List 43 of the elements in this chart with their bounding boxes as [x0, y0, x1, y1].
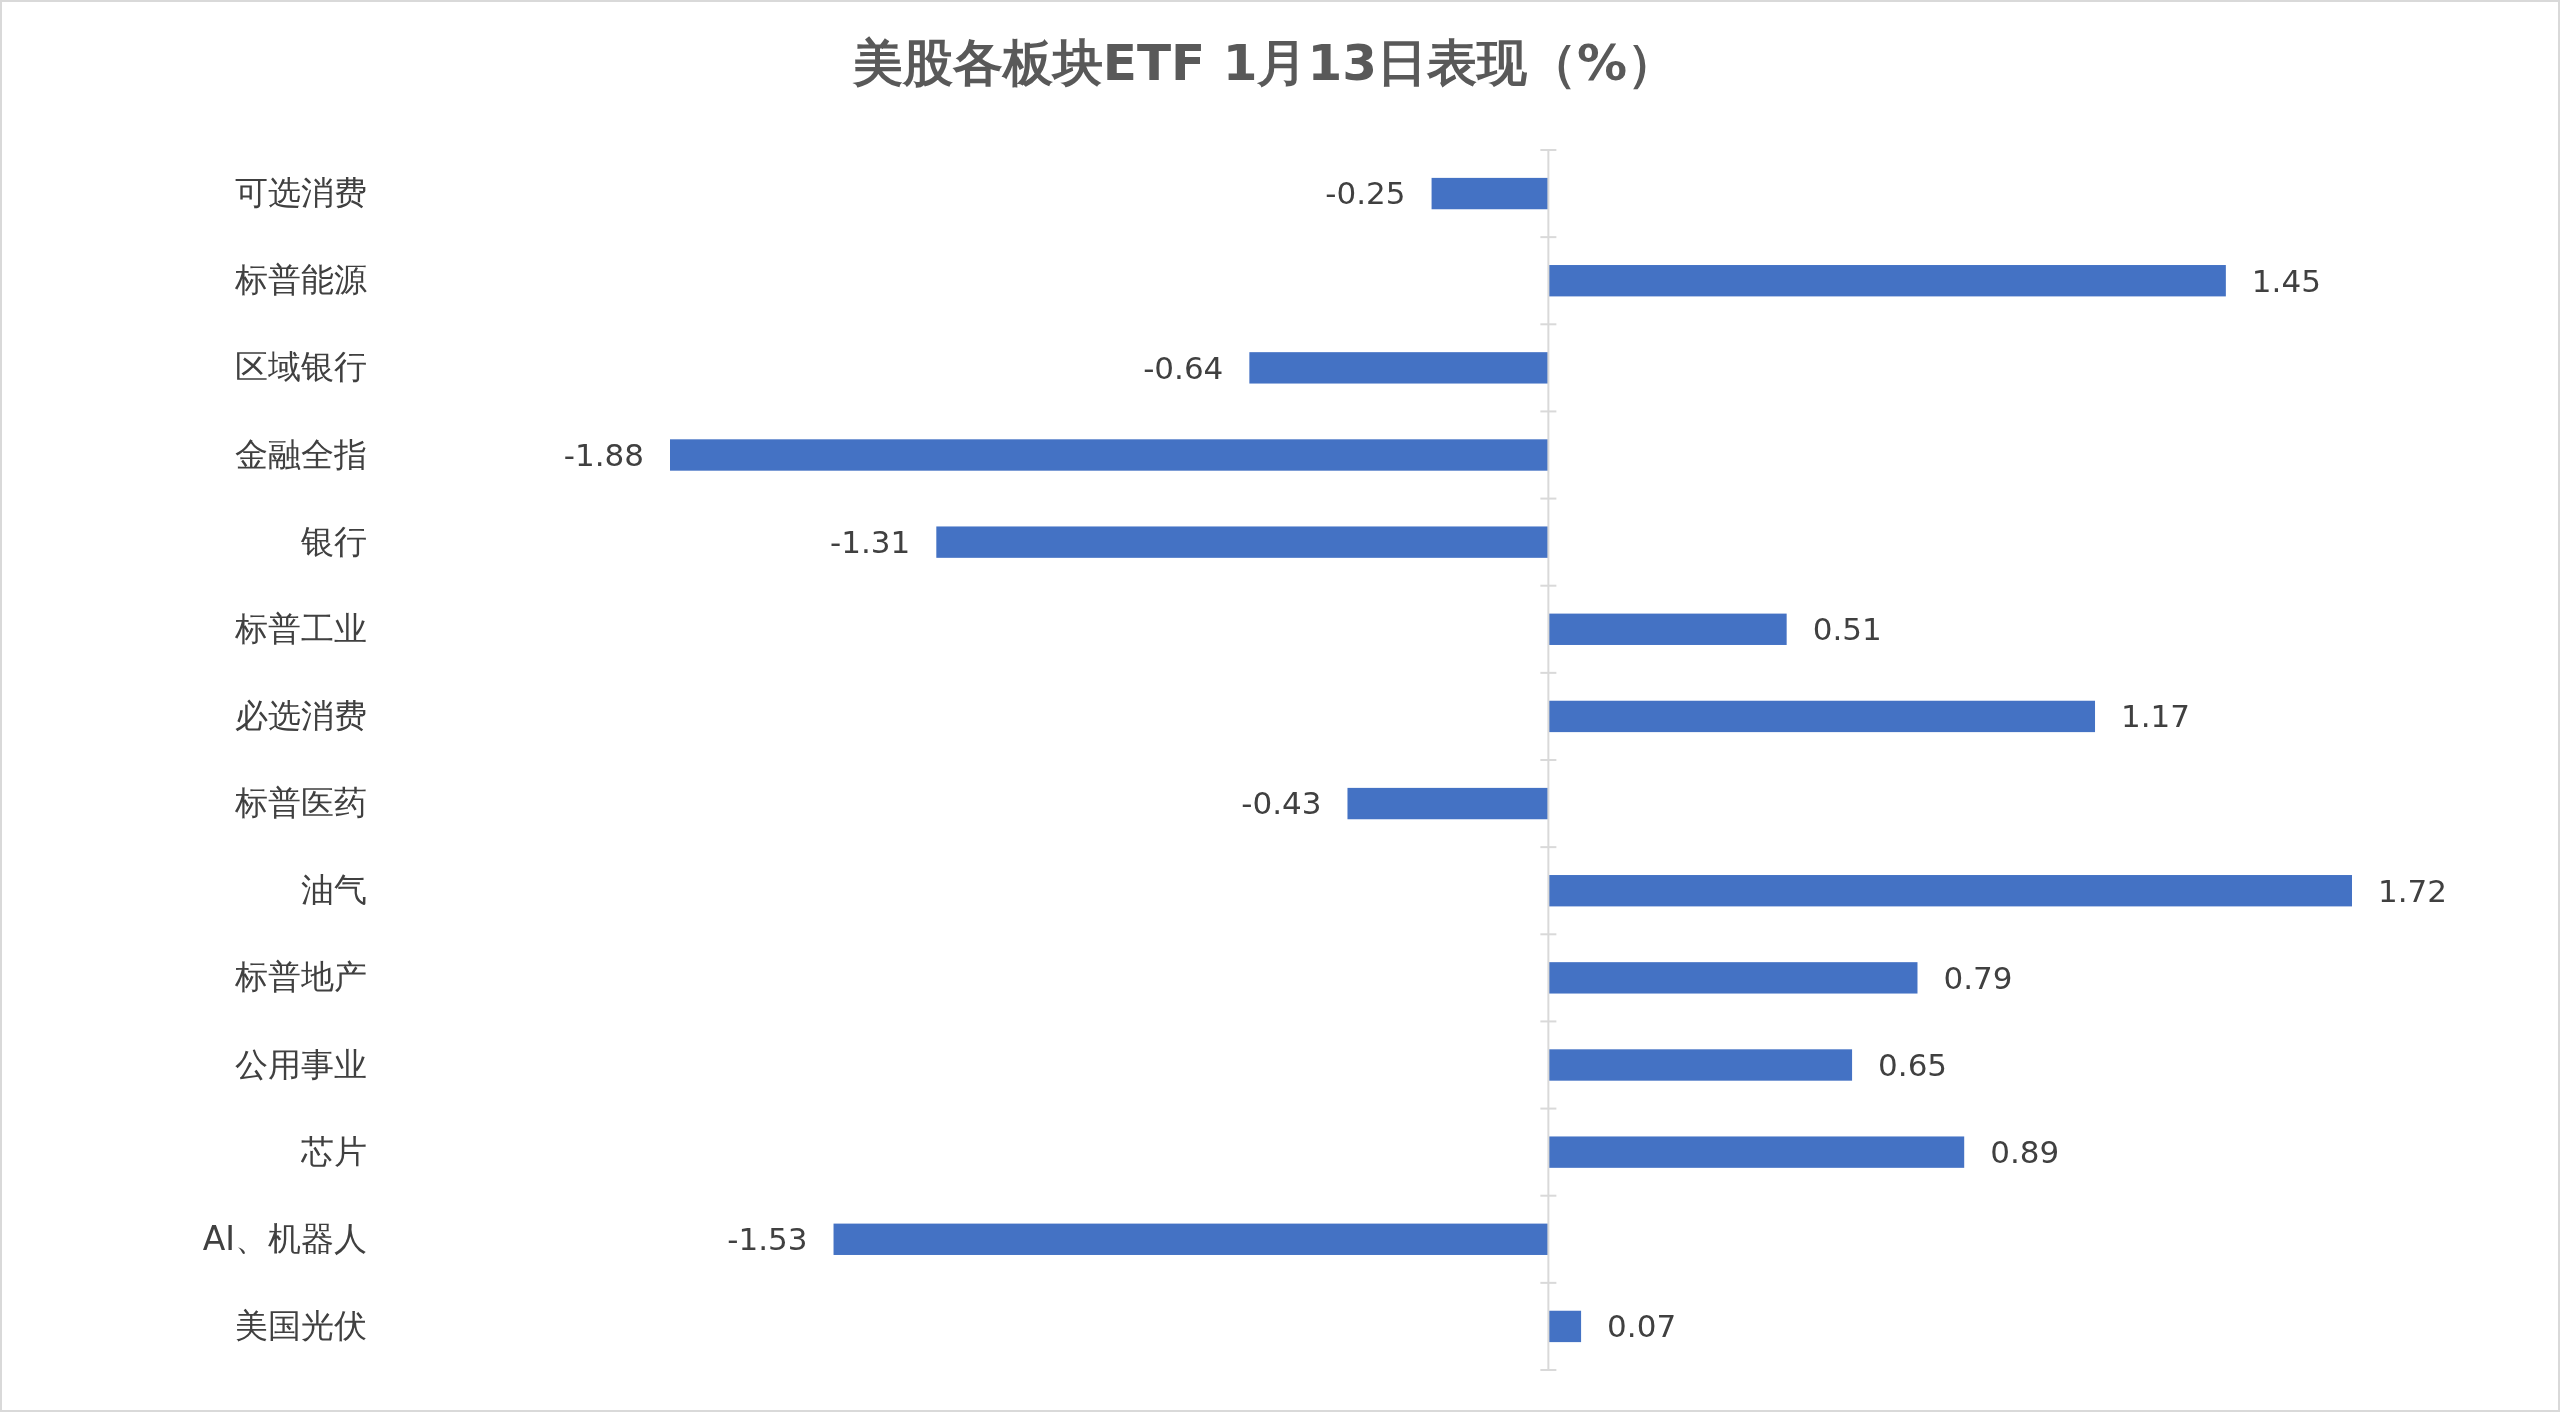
bar [936, 526, 1549, 558]
data-label: 0.65 [1878, 1046, 1948, 1083]
y-tick-label: 区域银行 [235, 347, 367, 387]
data-label: 0.89 [1990, 1133, 2060, 1170]
data-label: -0.43 [1241, 785, 1322, 822]
data-label: -0.25 [1325, 175, 1406, 212]
y-tick-label: 标普工业 [234, 608, 367, 648]
data-label: 1.72 [2378, 872, 2448, 909]
y-tick-label: 标普地产 [234, 957, 367, 997]
data-label: 0.51 [1812, 611, 1882, 648]
data-label: -1.31 [830, 523, 911, 560]
bar [1548, 613, 1787, 645]
bar [1548, 1310, 1582, 1343]
y-tick-label: 必选消费 [235, 695, 367, 735]
bar [1548, 962, 1918, 994]
y-tick-label: 油气 [301, 870, 367, 910]
y-tick-label: 标普医药 [234, 783, 367, 823]
data-label: 1.17 [2121, 698, 2191, 735]
data-label: 0.07 [1607, 1308, 1677, 1345]
bar [1548, 265, 2226, 297]
bar [1347, 787, 1549, 820]
data-label: -1.88 [563, 436, 644, 473]
bar [1431, 177, 1549, 210]
data-label: 1.45 [2251, 262, 2321, 299]
bar [833, 1223, 1549, 1255]
chart-title: 美股各板块ETF 1月13日表现（%） [851, 34, 1678, 92]
data-label: -1.53 [727, 1221, 808, 1258]
bar [1249, 352, 1549, 384]
y-tick-label: 标普能源 [234, 260, 367, 300]
y-tick-label: 芯片 [300, 1131, 367, 1171]
data-label: 0.79 [1943, 959, 2013, 996]
bar [1548, 700, 2096, 733]
y-tick-label: 美国光伏 [235, 1305, 367, 1345]
y-tick-label: 公用事业 [235, 1044, 367, 1084]
y-tick-label: AI、机器人 [202, 1218, 367, 1258]
y-tick-label: 银行 [300, 521, 367, 561]
bar [1548, 1136, 1965, 1168]
data-label: -0.64 [1143, 349, 1224, 386]
bar [1548, 1049, 1853, 1081]
bar [1548, 875, 2352, 907]
y-tick-label: 可选消费 [235, 173, 367, 213]
y-tick-label: 金融全指 [235, 434, 367, 474]
bar [670, 439, 1549, 471]
